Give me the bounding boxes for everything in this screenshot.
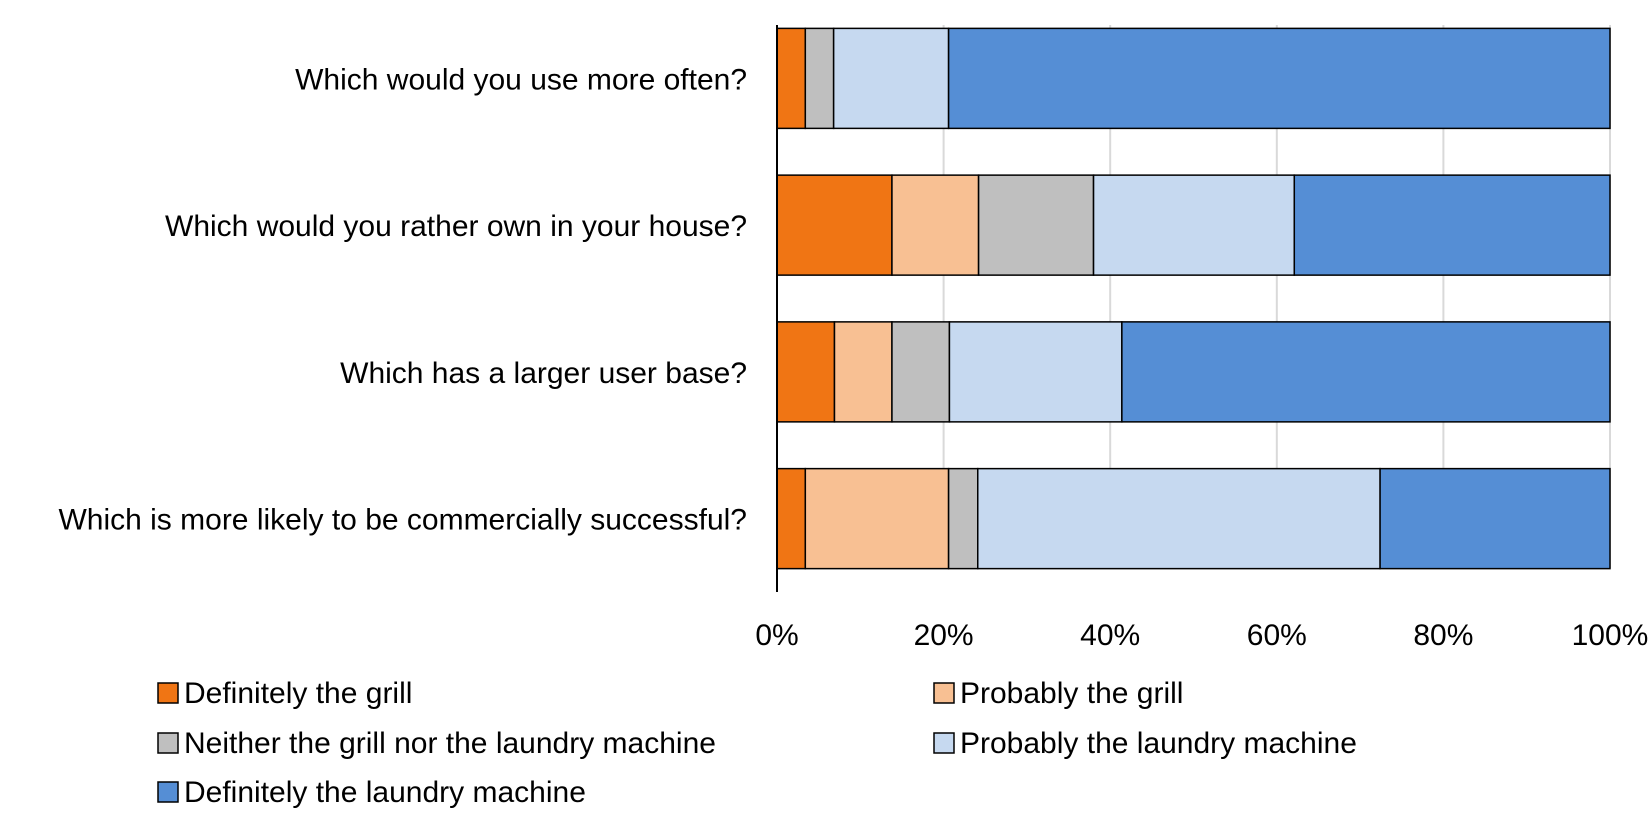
- legend-label: Neither the grill nor the laundry machin…: [184, 727, 716, 760]
- bar-segment-probably-the-laundry-machine-row-4: [977, 467, 1381, 570]
- category-label-2: Which would you rather own in your house…: [165, 210, 747, 243]
- legend-item-neither-the-grill-nor-the-laundry-machine: Neither the grill nor the laundry machin…: [157, 727, 716, 760]
- bar-segment-definitely-the-laundry-machine-row-3: [1121, 321, 1611, 423]
- legend-item-probably-the-grill: Probably the grill: [933, 677, 1183, 710]
- x-tick-label-20: 20%: [914, 619, 974, 652]
- category-label-3: Which has a larger user base?: [340, 357, 747, 390]
- bar-segment-definitely-the-grill-row-3: [776, 321, 836, 423]
- bar-segment-definitely-the-grill-row-2: [776, 174, 893, 276]
- x-tick-label-60: 60%: [1247, 619, 1307, 652]
- x-tick-label-0: 0%: [755, 619, 798, 652]
- bar-segment-definitely-the-laundry-machine-row-1: [947, 27, 1611, 130]
- bars: [776, 27, 1611, 570]
- legend-swatch: [933, 732, 955, 754]
- bar-segment-definitely-the-grill-row-1: [776, 27, 807, 130]
- legend-swatch: [157, 682, 179, 704]
- x-tick-label-100: 100%: [1572, 619, 1649, 652]
- legend-label: Probably the laundry machine: [960, 727, 1357, 760]
- legend-label: Probably the grill: [960, 677, 1183, 710]
- category-labels: Which would you use more often? Which wou…: [58, 63, 747, 536]
- legend-label: Definitely the grill: [184, 677, 412, 710]
- x-tick-label-80: 80%: [1413, 619, 1473, 652]
- legend-item-definitely-the-grill: Definitely the grill: [157, 677, 412, 710]
- bar-segment-neither-the-grill-nor-the-laundry-machine-row-1: [804, 27, 835, 130]
- legend-label: Definitely the laundry machine: [184, 776, 586, 809]
- legend: Definitely the grill Probably the grill Ne…: [157, 677, 1357, 809]
- x-tick-label-40: 40%: [1080, 619, 1140, 652]
- legend-swatch: [933, 682, 955, 704]
- bar-segment-probably-the-laundry-machine-row-3: [948, 321, 1123, 423]
- legend-item-probably-the-laundry-machine: Probably the laundry machine: [933, 727, 1357, 760]
- bar-segment-definitely-the-laundry-machine-row-2: [1293, 174, 1611, 276]
- bar-segment-neither-the-grill-nor-the-laundry-machine-row-3: [891, 321, 951, 423]
- bar-segment-definitely-the-laundry-machine-row-4: [1379, 467, 1611, 570]
- bar-segment-probably-the-laundry-machine-row-1: [832, 27, 950, 130]
- legend-swatch: [157, 781, 179, 803]
- bar-segment-probably-the-grill-row-4: [804, 467, 950, 570]
- bar-segment-neither-the-grill-nor-the-laundry-machine-row-4: [947, 467, 979, 570]
- category-label-1: Which would you use more often?: [295, 63, 747, 96]
- bar-segment-definitely-the-grill-row-4: [776, 467, 807, 570]
- bar-segment-probably-the-grill-row-2: [891, 174, 980, 276]
- bar-segment-probably-the-laundry-machine-row-2: [1092, 174, 1296, 276]
- bar-segment-neither-the-grill-nor-the-laundry-machine-row-2: [977, 174, 1095, 276]
- legend-item-definitely-the-laundry-machine: Definitely the laundry machine: [157, 776, 586, 809]
- legend-swatch: [157, 732, 179, 754]
- category-label-4: Which is more likely to be commercially …: [58, 504, 747, 537]
- bar-segment-probably-the-grill-row-3: [833, 321, 893, 423]
- axes: 0% 20% 40% 60% 80% 100%: [755, 25, 1648, 652]
